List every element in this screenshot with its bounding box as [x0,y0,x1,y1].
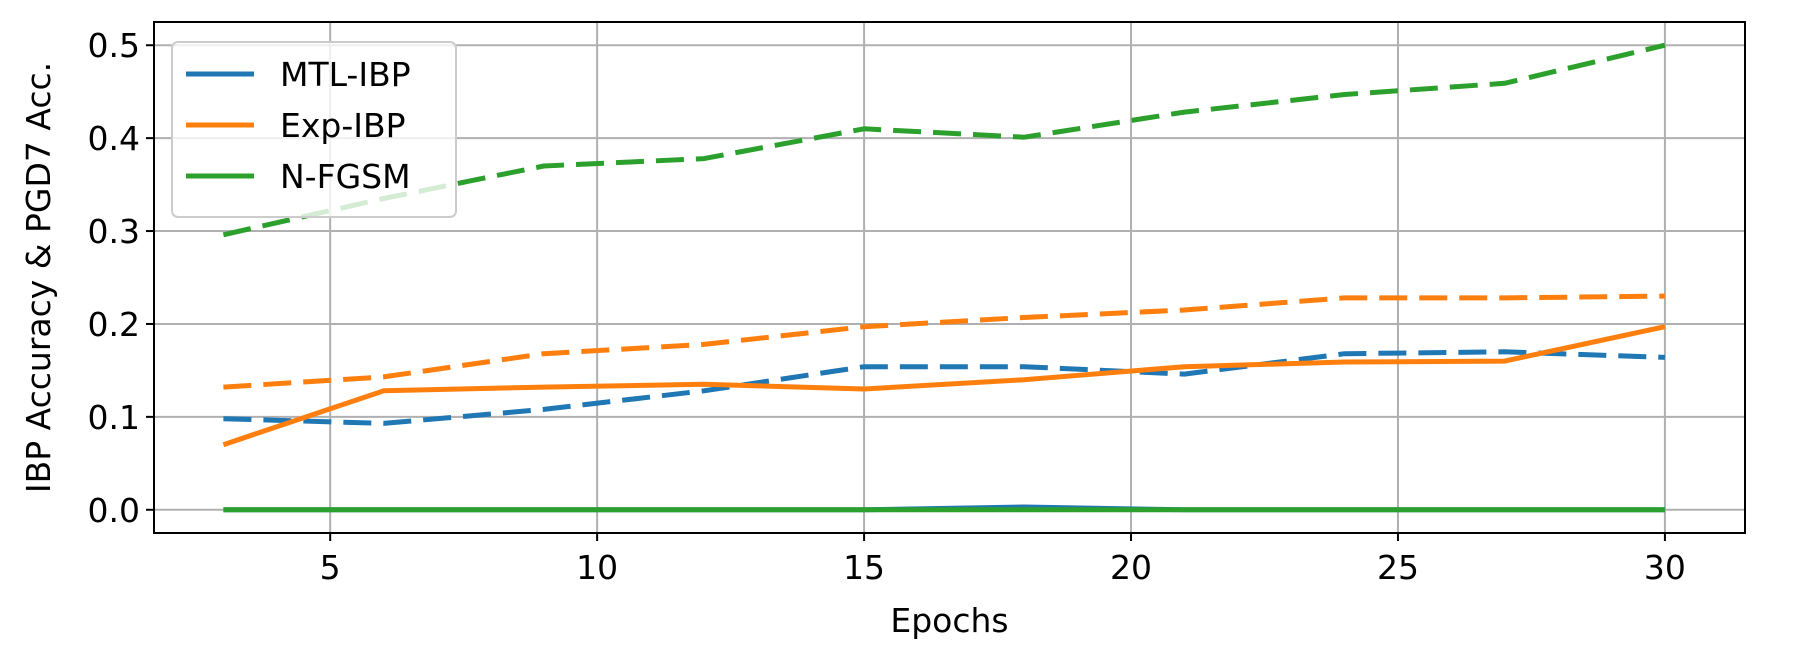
x-tick-label: 20 [1110,548,1152,587]
legend-box [171,41,457,218]
legend: MTL-IBP Exp-IBP N-FGSM [171,41,457,218]
x-tick-label: 5 [320,548,341,587]
series-line-exp-ibp-solid [222,324,1666,448]
y-tick-label: 0.3 [88,212,140,251]
y-tick-label: 0.0 [88,491,140,530]
x-axis-label: Epochs [890,601,1008,640]
series-line-series-dashed [222,42,1666,238]
x-axis: 5 10 15 20 25 30 [320,533,1686,587]
y-tick-label: 0.1 [88,398,140,437]
series-line-series-dashed [223,293,1665,390]
y-tick-label: 0.2 [88,305,140,344]
y-axis: 0.0 0.1 0.2 0.3 0.4 0.5 [88,26,154,530]
x-tick-label: 10 [576,548,618,587]
y-tick-label: 0.4 [88,119,140,158]
y-tick-label: 0.5 [88,26,140,65]
legend-label: Exp-IBP [280,106,406,145]
x-tick-label: 15 [843,548,885,587]
series-layer [222,42,1666,513]
x-tick-label: 25 [1377,548,1419,587]
series-line-series-dashed [223,349,1665,426]
y-axis-label: IBP Accuracy & PGD7 Acc. [19,62,58,493]
x-tick-label: 30 [1644,548,1686,587]
legend-label: N-FGSM [280,157,411,196]
legend-label: MTL-IBP [280,55,411,94]
plot-frame [153,21,1746,534]
